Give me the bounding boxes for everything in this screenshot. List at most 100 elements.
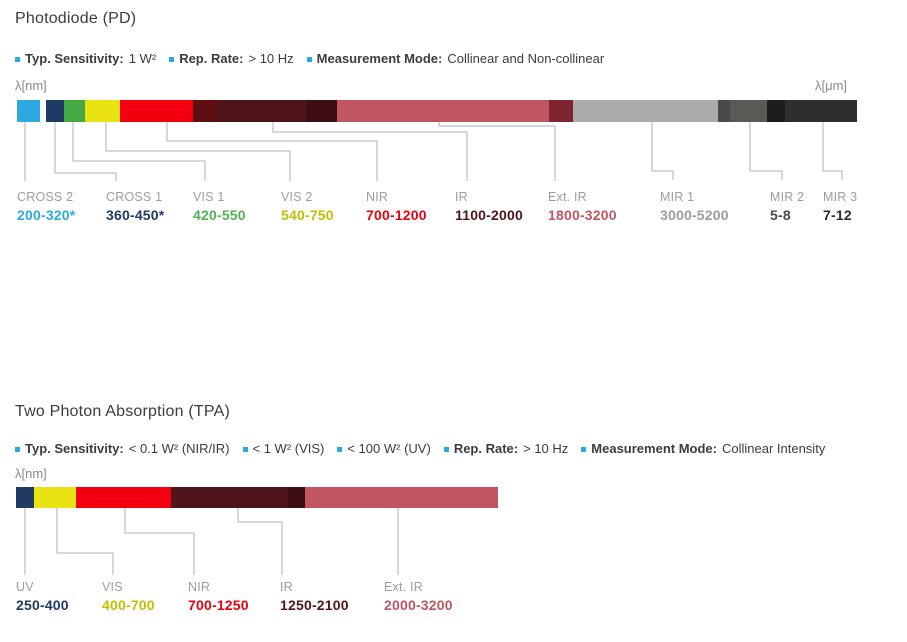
segment-mir1-mir2-overlap: [718, 100, 730, 122]
connector-line: [822, 122, 843, 180]
spec-label: Measurement Mode:: [316, 51, 443, 66]
pd-spectrum-bar: [0, 100, 907, 122]
connector-line: [72, 122, 206, 181]
segment-mir2-mir3-overlap: [767, 100, 785, 122]
tpa-specs-row: Typ. Sensitivity: < 0.1 W² (NIR/IR) < 1 W²…: [15, 441, 825, 456]
bullet-icon: [15, 57, 20, 62]
spec-item: Measurement Mode: Collinear Intensity: [581, 441, 825, 456]
segment-vis: [34, 487, 76, 508]
range-label: IR 1100-2000: [455, 190, 523, 223]
range-name: UV: [16, 580, 34, 594]
range-label: MIR 2 5-8: [770, 190, 804, 223]
segment-ir: [217, 100, 306, 122]
range-name: IR: [455, 190, 468, 204]
range-name: NIR: [188, 580, 211, 594]
segment-nir-ir-overlap: [193, 100, 217, 122]
range-value: 540-750: [281, 207, 334, 223]
range-value: 420-550: [193, 207, 246, 223]
connector-line: [651, 122, 674, 180]
bullet-icon: [15, 447, 20, 452]
range-label: NIR 700-1200: [366, 190, 427, 223]
pd-section-title: Photodiode (PD): [15, 10, 137, 27]
segment-mir3: [785, 100, 857, 122]
tpa-axis-label-nm: λ[nm]: [15, 466, 47, 481]
segment-cross1: [46, 100, 64, 122]
spec-value: > 10 Hz: [523, 441, 569, 456]
spec-value: 1 W²: [128, 51, 157, 66]
pd-specs-row: Typ. Sensitivity: 1 W² Rep. Rate: > 10 Hz Me…: [15, 51, 604, 66]
range-value: 700-1250: [188, 597, 249, 613]
range-label: MIR 3 7-12: [823, 190, 857, 223]
connector-line: [166, 122, 378, 181]
tpa-spectrum-bar: [0, 487, 907, 508]
range-value: 360-450*: [106, 207, 165, 223]
range-label: MIR 1 3000-5200: [660, 190, 729, 223]
spec-value: < 0.1 W² (NIR/IR): [128, 441, 230, 456]
spec-value: Collinear and Non-collinear: [447, 51, 605, 66]
spec-value: > 10 Hz: [248, 51, 294, 66]
spec-item: Measurement Mode: Collinear and Non-colli…: [306, 51, 605, 66]
segment-mir2: [730, 100, 767, 122]
range-value: 2000-3200: [384, 597, 453, 613]
segment-ext-ir: [305, 487, 498, 508]
connector-line: [124, 508, 195, 575]
range-name: MIR 2: [770, 190, 805, 204]
range-value: 1800-3200: [548, 207, 617, 223]
range-name: Ext. IR: [548, 190, 587, 204]
spec-item: Rep. Rate: > 10 Hz: [169, 51, 294, 66]
segment-ir-extir-overlap: [306, 100, 337, 122]
spec-value: < 1 W² (VIS): [252, 441, 325, 456]
spec-item: < 100 W² (UV): [337, 441, 431, 456]
range-value: 1100-2000: [455, 207, 523, 223]
connector-line: [105, 122, 291, 181]
connector-line: [749, 122, 783, 180]
connector-line: [237, 508, 283, 575]
range-value: 1250-2100: [280, 597, 349, 613]
range-value: 400-700: [102, 597, 155, 613]
bullet-icon: [581, 447, 587, 452]
bullet-icon: [169, 57, 175, 62]
segment-cross2: [17, 100, 40, 122]
range-name: MIR 1: [660, 190, 695, 204]
pd-axis-label-nm: λ[nm]: [15, 78, 47, 93]
spec-value: Collinear Intensity: [721, 441, 826, 456]
range-value: 700-1200: [366, 207, 427, 223]
range-label: NIR 700-1250: [188, 580, 249, 613]
pd-axis-label-um: λ[μm]: [815, 78, 848, 93]
range-name: CROSS 1: [106, 190, 163, 204]
range-name: NIR: [366, 190, 389, 204]
segment-uv: [16, 487, 34, 508]
tpa-section-title: Two Photon Absorption (TPA): [15, 403, 230, 420]
bullet-icon: [242, 447, 248, 452]
connector-line: [56, 508, 114, 575]
bullet-icon: [337, 447, 343, 452]
segment-extir-mir1-overlap: [549, 100, 573, 122]
range-value: 5-8: [770, 207, 791, 223]
range-value: 7-12: [823, 207, 852, 223]
spec-item: < 1 W² (VIS): [242, 441, 325, 456]
spec-label: Measurement Mode:: [591, 441, 717, 456]
segment-nir: [76, 487, 171, 508]
connector-line: [438, 122, 556, 181]
range-value: 3000-5200: [660, 207, 729, 223]
range-label: CROSS 2 200-320*: [17, 190, 75, 223]
range-label: VIS 1 420-550: [193, 190, 246, 223]
range-name: CROSS 2: [17, 190, 74, 204]
range-name: IR: [280, 580, 293, 594]
segment-nir: [120, 100, 193, 122]
segment-mir1: [573, 100, 718, 122]
range-value: 250-400: [16, 597, 69, 613]
range-label: Ext. IR 2000-3200: [384, 580, 453, 613]
range-name: VIS: [102, 580, 123, 594]
range-label: VIS 400-700: [102, 580, 155, 613]
spec-item: Typ. Sensitivity: 1 W²: [15, 51, 156, 66]
range-value: 200-320*: [17, 207, 76, 223]
range-name: MIR 3: [823, 190, 858, 204]
segment-ir: [171, 487, 288, 508]
range-name: Ext. IR: [384, 580, 423, 594]
range-label: IR 1250-2100: [280, 580, 349, 613]
spec-label: Rep. Rate:: [179, 51, 244, 66]
bullet-icon: [306, 57, 312, 62]
